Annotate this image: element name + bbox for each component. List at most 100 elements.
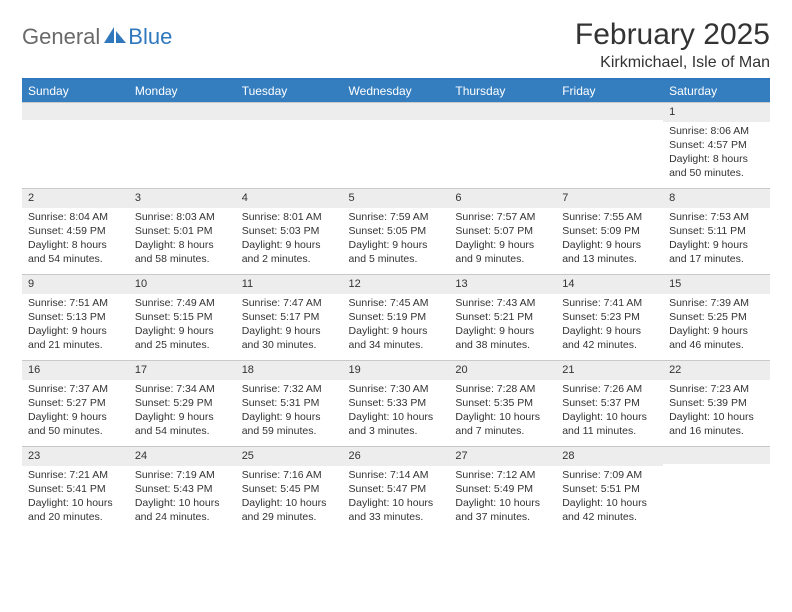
calendar-day-cell: 1Sunrise: 8:06 AMSunset: 4:57 PMDaylight… [663, 102, 770, 188]
day-details: Sunrise: 8:06 AMSunset: 4:57 PMDaylight:… [663, 122, 770, 185]
calendar-day-cell: 3Sunrise: 8:03 AMSunset: 5:01 PMDaylight… [129, 188, 236, 274]
empty-day-band [129, 102, 236, 120]
day-number: 12 [343, 274, 450, 294]
sunrise-text: Sunrise: 7:55 AM [562, 210, 657, 224]
sunset-text: Sunset: 5:51 PM [562, 482, 657, 496]
calendar-day-cell: 15 Sunrise: 7:39 AMSunset: 5:25 PMDayligh… [663, 274, 770, 360]
sunset-text: Sunset: 5:29 PM [135, 396, 230, 410]
daylight-text: Daylight: 10 hours and 16 minutes. [669, 410, 764, 438]
day-number: 26 [343, 446, 450, 466]
daylight-text: Daylight: 8 hours and 58 minutes. [135, 238, 230, 266]
daylight-text: Daylight: 9 hours and 9 minutes. [455, 238, 550, 266]
sunset-text: Sunset: 5:25 PM [669, 310, 764, 324]
calendar-day-cell: 17Sunrise: 7:34 AMSunset: 5:29 PMDayligh… [129, 360, 236, 446]
day-number: 24 [129, 446, 236, 466]
day-number: 18 [236, 360, 343, 380]
sunrise-text: Sunrise: 7:41 AM [562, 296, 657, 310]
sunrise-text: Sunrise: 7:53 AM [669, 210, 764, 224]
calendar-header-row: SundayMondayTuesdayWednesdayThursdayFrid… [22, 79, 770, 102]
sunset-text: Sunset: 5:33 PM [349, 396, 444, 410]
calendar-day-cell: 18Sunrise: 7:32 AMSunset: 5:31 PMDayligh… [236, 360, 343, 446]
day-number: 6 [449, 188, 556, 208]
daylight-text: Daylight: 10 hours and 42 minutes. [562, 496, 657, 524]
sunrise-text: Sunrise: 7:16 AM [242, 468, 337, 482]
day-details: Sunrise: 7:47 AMSunset: 5:17 PMDaylight:… [236, 294, 343, 357]
calendar-empty-cell [236, 102, 343, 188]
sunrise-text: Sunrise: 8:06 AM [669, 124, 764, 138]
day-details: Sunrise: 7:45 AMSunset: 5:19 PMDaylight:… [343, 294, 450, 357]
sunrise-text: Sunrise: 7:59 AM [349, 210, 444, 224]
sunset-text: Sunset: 5:03 PM [242, 224, 337, 238]
day-details: Sunrise: 7:26 AMSunset: 5:37 PMDaylight:… [556, 380, 663, 443]
daylight-text: Daylight: 9 hours and 59 minutes. [242, 410, 337, 438]
day-details: Sunrise: 7:49 AMSunset: 5:15 PMDaylight:… [129, 294, 236, 357]
daylight-text: Daylight: 9 hours and 34 minutes. [349, 324, 444, 352]
sunrise-text: Sunrise: 7:57 AM [455, 210, 550, 224]
daylight-text: Daylight: 10 hours and 29 minutes. [242, 496, 337, 524]
calendar-table: SundayMondayTuesdayWednesdayThursdayFrid… [22, 78, 770, 532]
sunset-text: Sunset: 5:13 PM [28, 310, 123, 324]
daylight-text: Daylight: 9 hours and 5 minutes. [349, 238, 444, 266]
day-details: Sunrise: 7:14 AMSunset: 5:47 PMDaylight:… [343, 466, 450, 529]
sunrise-text: Sunrise: 7:47 AM [242, 296, 337, 310]
day-details: Sunrise: 7:53 AMSunset: 5:11 PMDaylight:… [663, 208, 770, 271]
day-details: Sunrise: 7:28 AMSunset: 5:35 PMDaylight:… [449, 380, 556, 443]
day-number: 14 [556, 274, 663, 294]
day-number: 22 [663, 360, 770, 380]
sunset-text: Sunset: 5:23 PM [562, 310, 657, 324]
day-number: 15 [663, 274, 770, 294]
day-details: Sunrise: 7:34 AMSunset: 5:29 PMDaylight:… [129, 380, 236, 443]
sunset-text: Sunset: 5:07 PM [455, 224, 550, 238]
day-number: 5 [343, 188, 450, 208]
calendar-day-cell: 4Sunrise: 8:01 AMSunset: 5:03 PMDaylight… [236, 188, 343, 274]
header: General Blue February 2025 Kirkmichael, … [22, 18, 770, 72]
empty-day-band [556, 102, 663, 120]
sunrise-text: Sunrise: 8:04 AM [28, 210, 123, 224]
empty-day-band [236, 102, 343, 120]
day-details: Sunrise: 7:32 AMSunset: 5:31 PMDaylight:… [236, 380, 343, 443]
sunrise-text: Sunrise: 7:37 AM [28, 382, 123, 396]
day-number: 1 [663, 102, 770, 122]
daylight-text: Daylight: 9 hours and 46 minutes. [669, 324, 764, 352]
sunrise-text: Sunrise: 7:45 AM [349, 296, 444, 310]
sunset-text: Sunset: 5:35 PM [455, 396, 550, 410]
day-number: 25 [236, 446, 343, 466]
calendar-day-cell: 7Sunrise: 7:55 AMSunset: 5:09 PMDaylight… [556, 188, 663, 274]
empty-day-band [22, 102, 129, 120]
sunset-text: Sunset: 5:27 PM [28, 396, 123, 410]
daylight-text: Daylight: 9 hours and 21 minutes. [28, 324, 123, 352]
calendar-week-row: 23Sunrise: 7:21 AMSunset: 5:41 PMDayligh… [22, 446, 770, 532]
calendar-empty-cell [449, 102, 556, 188]
sunset-text: Sunset: 5:09 PM [562, 224, 657, 238]
sunrise-text: Sunrise: 7:26 AM [562, 382, 657, 396]
day-details: Sunrise: 7:30 AMSunset: 5:33 PMDaylight:… [343, 380, 450, 443]
sunrise-text: Sunrise: 7:51 AM [28, 296, 123, 310]
sunset-text: Sunset: 5:37 PM [562, 396, 657, 410]
daylight-text: Daylight: 9 hours and 2 minutes. [242, 238, 337, 266]
calendar-day-cell: 12Sunrise: 7:45 AMSunset: 5:19 PMDayligh… [343, 274, 450, 360]
weekday-header: Tuesday [236, 79, 343, 102]
day-number: 23 [22, 446, 129, 466]
weekday-header: Friday [556, 79, 663, 102]
location-label: Kirkmichael, Isle of Man [575, 54, 770, 72]
calendar-day-cell: 16Sunrise: 7:37 AMSunset: 5:27 PMDayligh… [22, 360, 129, 446]
sunrise-text: Sunrise: 7:30 AM [349, 382, 444, 396]
day-number: 2 [22, 188, 129, 208]
sunrise-text: Sunrise: 7:14 AM [349, 468, 444, 482]
day-details: Sunrise: 7:21 AMSunset: 5:41 PMDaylight:… [22, 466, 129, 529]
calendar-empty-cell [556, 102, 663, 188]
sunrise-text: Sunrise: 7:34 AM [135, 382, 230, 396]
calendar-day-cell: 28Sunrise: 7:09 AMSunset: 5:51 PMDayligh… [556, 446, 663, 532]
day-details: Sunrise: 7:19 AMSunset: 5:43 PMDaylight:… [129, 466, 236, 529]
sunrise-text: Sunrise: 7:39 AM [669, 296, 764, 310]
month-title: February 2025 [575, 18, 770, 52]
daylight-text: Daylight: 8 hours and 54 minutes. [28, 238, 123, 266]
calendar-day-cell: 27Sunrise: 7:12 AMSunset: 5:49 PMDayligh… [449, 446, 556, 532]
empty-day-band [449, 102, 556, 120]
calendar-body: 1Sunrise: 8:06 AMSunset: 4:57 PMDaylight… [22, 102, 770, 532]
day-details: Sunrise: 7:51 AMSunset: 5:13 PMDaylight:… [22, 294, 129, 357]
sunrise-text: Sunrise: 7:21 AM [28, 468, 123, 482]
daylight-text: Daylight: 10 hours and 37 minutes. [455, 496, 550, 524]
day-details: Sunrise: 7:55 AMSunset: 5:09 PMDaylight:… [556, 208, 663, 271]
calendar-day-cell: 26Sunrise: 7:14 AMSunset: 5:47 PMDayligh… [343, 446, 450, 532]
